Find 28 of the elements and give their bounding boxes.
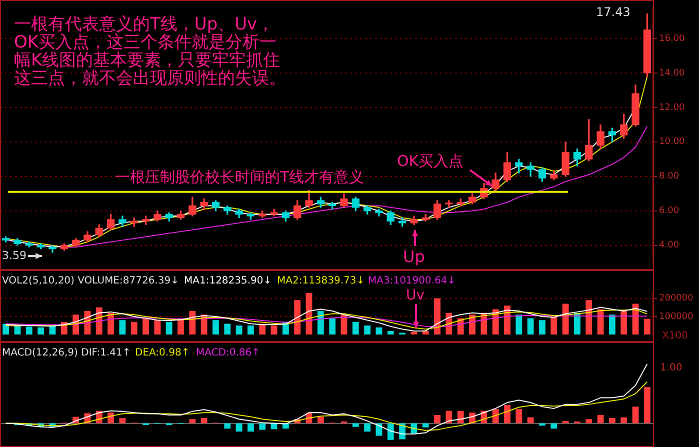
annotation: Uv	[406, 288, 425, 304]
y-tick-label: 12.00	[659, 102, 686, 113]
annotation: Up	[403, 247, 425, 266]
annotation: 幅K线图的基本要素，只要牢牢抓住	[14, 50, 280, 70]
text: VOL2(5,10,20) VOLUME:87726.39↓	[2, 276, 179, 287]
text: MACD(12,26,9) DIF:1.41↑	[2, 348, 131, 359]
text: MA3:101900.64↓	[368, 276, 456, 287]
text: MA1:128235.90↓	[184, 276, 272, 287]
annotation: OK买入点	[397, 152, 464, 170]
text: 1.00	[660, 362, 682, 374]
y-tick-label: 100000	[659, 312, 694, 322]
text: DEA:0.98↑	[135, 348, 190, 359]
annotation: 17.43	[596, 5, 630, 20]
text: MACD:0.86↑	[196, 348, 260, 359]
annotation: 一根有代表意义的T线，Up、Uv，	[14, 14, 274, 34]
y-tick-label: 10.00	[659, 137, 686, 148]
y-tick-label: 8.00	[659, 172, 680, 182]
text: MA2:113839.73↓	[277, 276, 365, 287]
text: X100	[662, 330, 688, 342]
y-tick-label: 6.00	[659, 206, 680, 216]
y-tick-label: 4.00	[659, 240, 680, 251]
y-tick-label: 14.00	[659, 68, 686, 78]
y-tick-label: 16.00	[659, 34, 686, 44]
annotation: OK买入点，这三个条件就是分析一	[14, 32, 277, 52]
y-tick-label: 200000	[659, 294, 694, 304]
annotation: 这三点，就不会出现原则性的失误。	[14, 68, 286, 88]
annotation: 一根压制股价校长时间的T线才有意义	[115, 168, 364, 186]
annotation: 3.59	[2, 248, 26, 262]
